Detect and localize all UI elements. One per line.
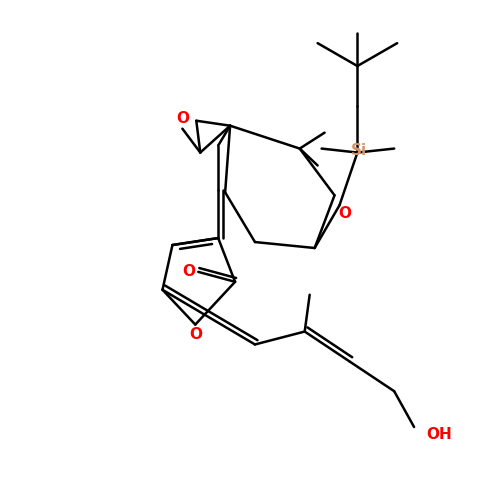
Text: O: O — [176, 111, 189, 126]
Text: OH: OH — [426, 428, 452, 442]
Text: O: O — [182, 264, 195, 280]
Text: O: O — [338, 206, 351, 220]
Text: O: O — [189, 327, 202, 342]
Text: Si: Si — [352, 143, 368, 158]
